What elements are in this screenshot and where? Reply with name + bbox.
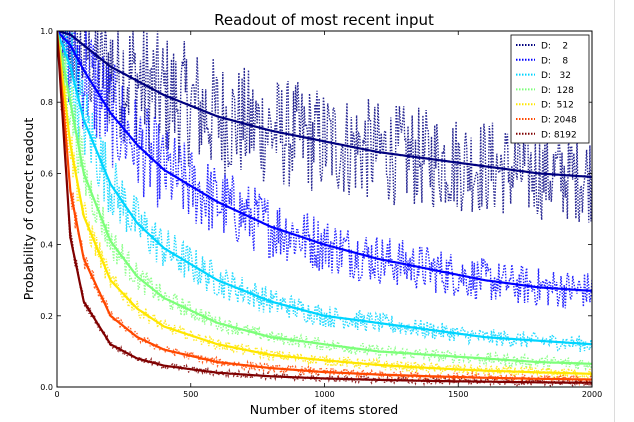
legend-label-512: D: 512	[541, 101, 574, 111]
smooth-series-8192	[57, 31, 592, 384]
x-tick-label: 1000	[314, 390, 334, 399]
legend-label-128: D: 128	[541, 86, 574, 96]
noisy-series-8192	[57, 31, 592, 387]
legend-label-32: D: 32	[541, 71, 571, 81]
legend-label-8192: D: 8192	[541, 130, 577, 140]
noisy-series-32	[57, 31, 592, 352]
x-tick-label: 1500	[448, 390, 468, 399]
smooth-series-32	[57, 31, 592, 346]
smooth-series-2048	[57, 31, 592, 381]
y-tick-label: 1.0	[40, 27, 53, 36]
x-ticks: 0 500 1000 1500 2000	[54, 31, 602, 399]
noisy-series-512	[57, 31, 592, 381]
chart-title: Readout of most recent input	[214, 11, 434, 29]
y-tick-label: 0.6	[40, 169, 53, 178]
smooth-series-layer	[57, 31, 592, 384]
x-axis-label: Number of items stored	[250, 402, 399, 417]
y-tick-label: 0.2	[40, 312, 53, 321]
window-edge	[614, 0, 615, 422]
noisy-series-128	[57, 31, 592, 372]
legend-box	[510, 34, 590, 144]
x-tick-label: 2000	[582, 390, 602, 399]
y-tick-label: 0.8	[40, 98, 53, 107]
legend-label-2: D: 2	[541, 42, 568, 52]
x-tick-label: 500	[183, 390, 198, 399]
smooth-series-512	[57, 31, 592, 375]
legend-label-2048: D: 2048	[541, 116, 577, 126]
legend-label-8: D: 8	[541, 56, 568, 66]
x-tick-label: 0	[54, 390, 59, 399]
y-tick-label: 0.4	[40, 241, 53, 250]
noisy-series-8	[57, 31, 592, 309]
smooth-series-128	[57, 31, 592, 365]
y-tick-label: 0.0	[40, 383, 53, 392]
smooth-series-2	[57, 31, 592, 179]
legend: D: 2 D: 8 D: 32 D: 128 D: 512 D: 2048 D: 8192	[510, 34, 590, 144]
noisy-series-2	[57, 31, 592, 223]
y-ticks: 0.0 0.2 0.4 0.6 0.8 1.0	[40, 27, 592, 392]
y-axis-label: Probability of correct readout	[21, 118, 36, 301]
smooth-series-8	[57, 31, 592, 292]
